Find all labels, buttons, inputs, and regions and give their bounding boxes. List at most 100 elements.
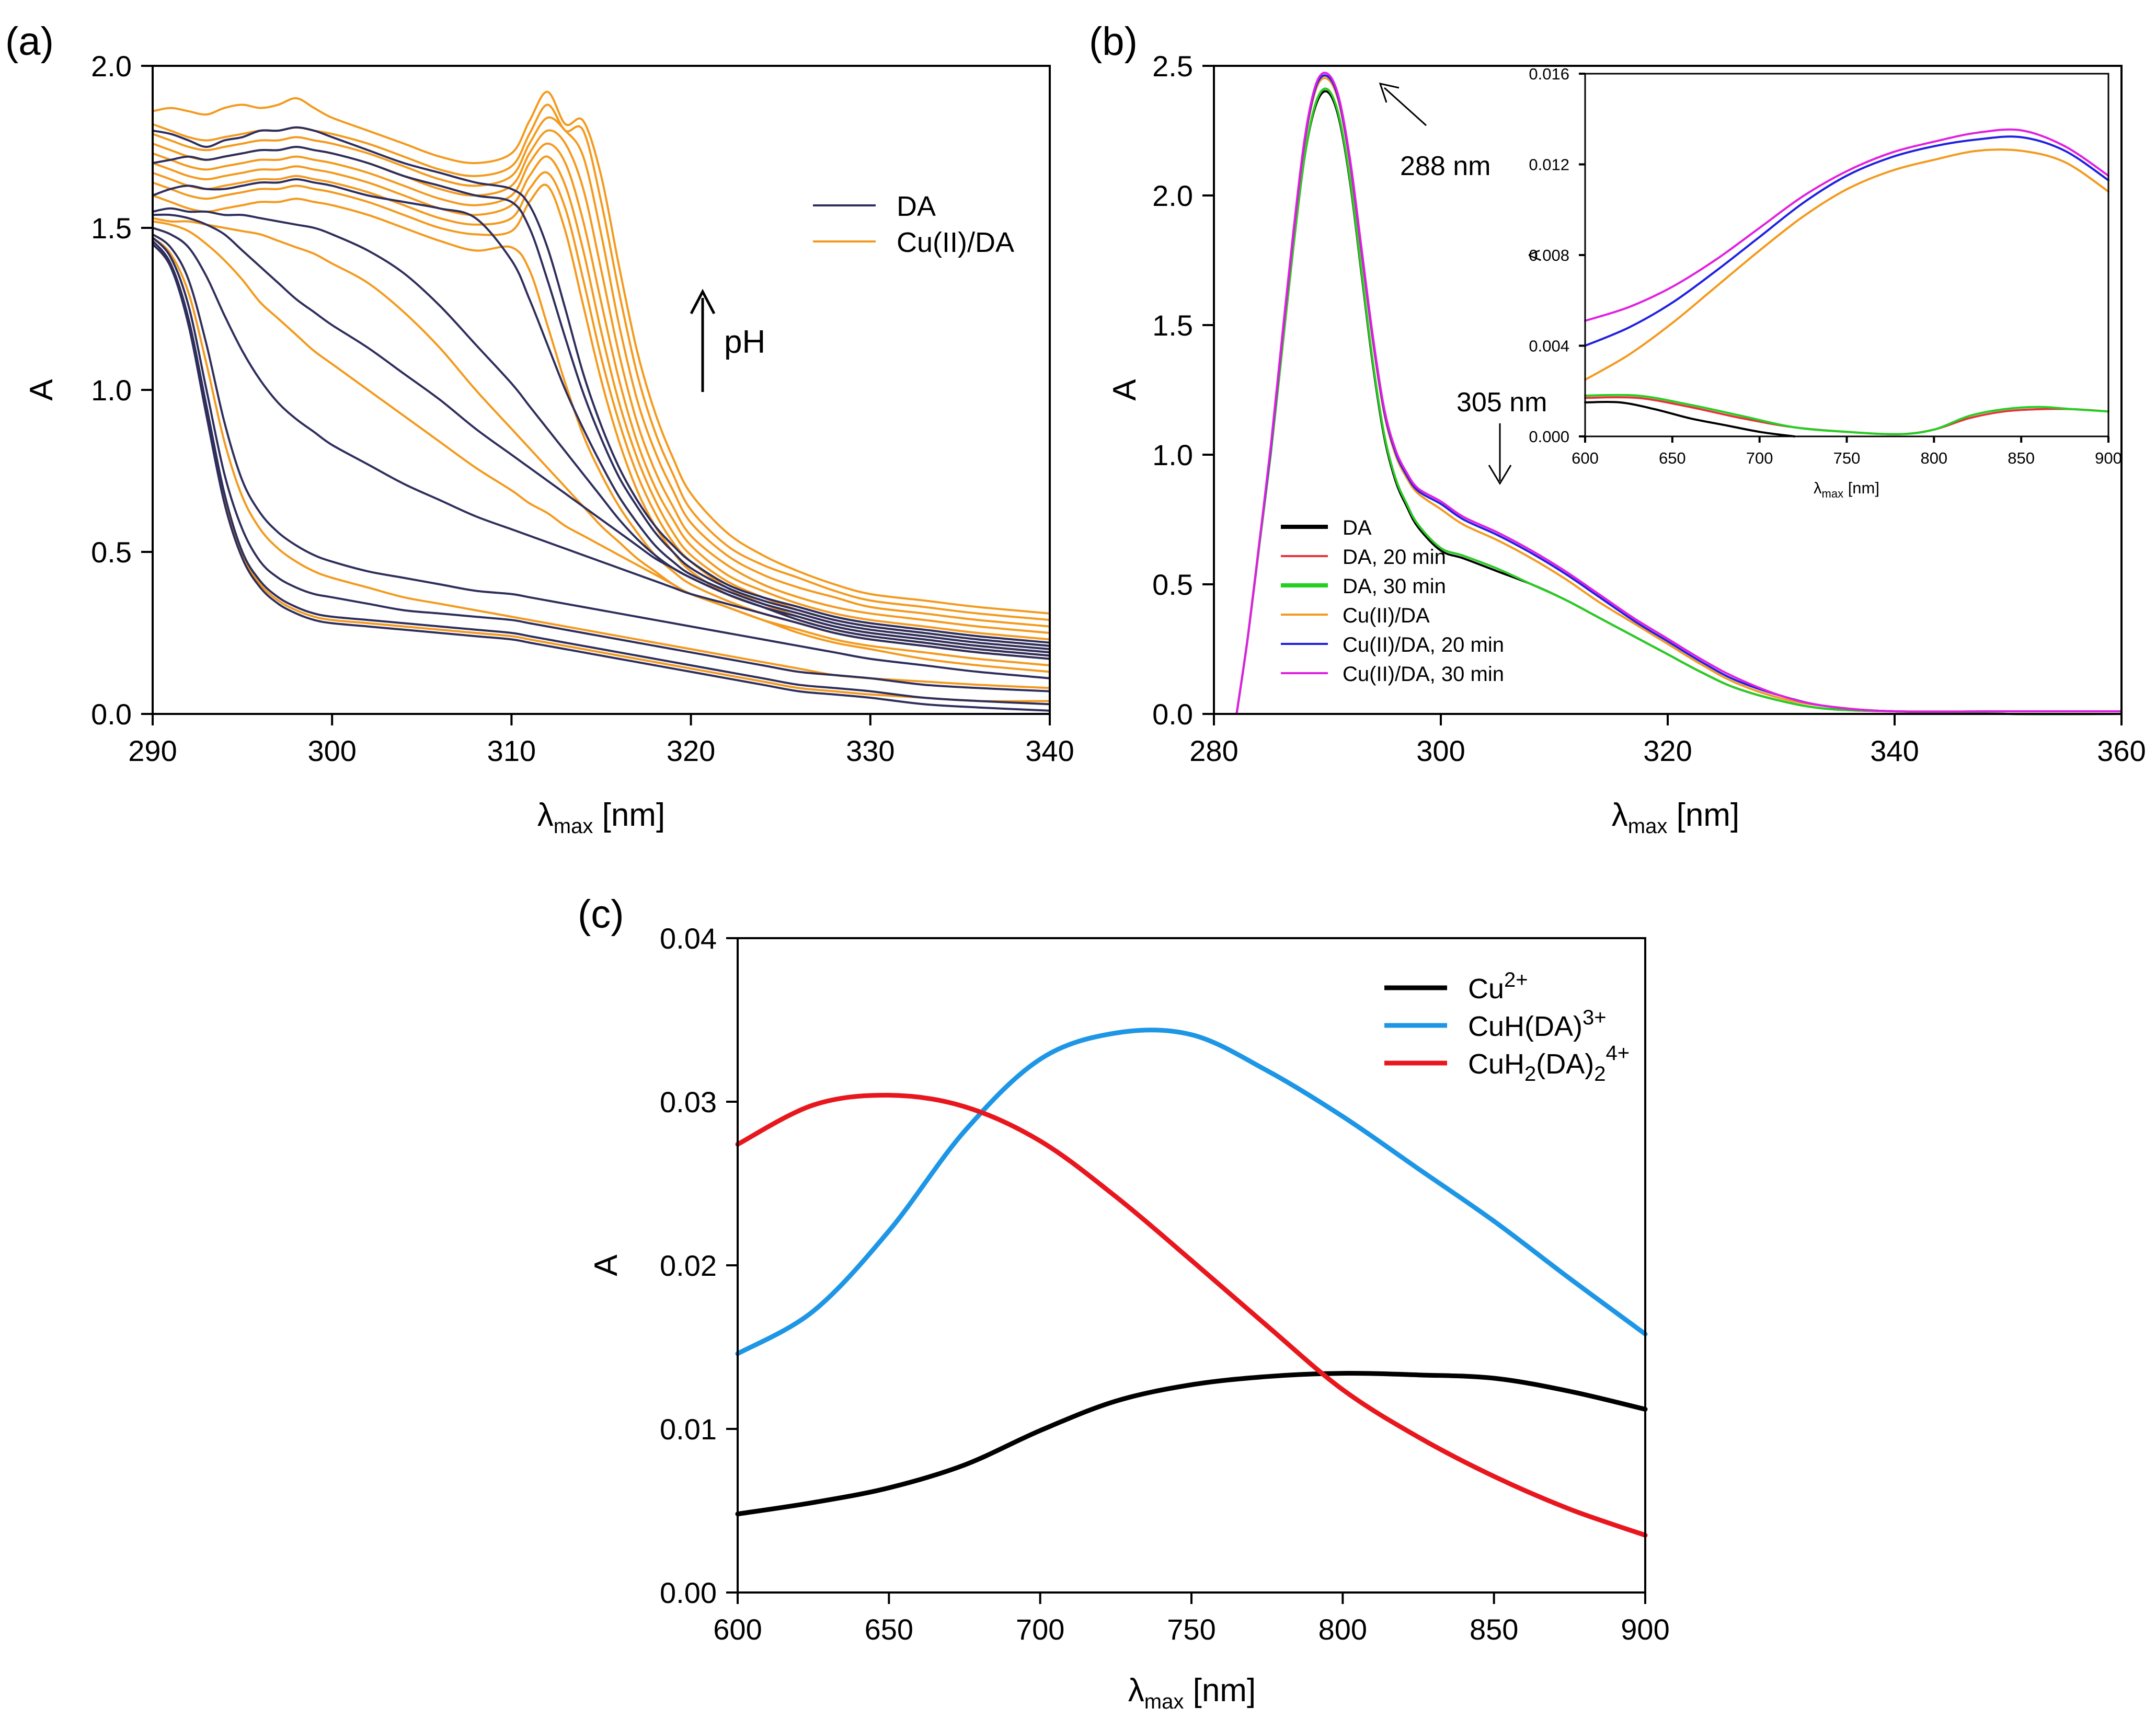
inset-x-tick-label: 650 (1659, 449, 1686, 467)
legend-label-cuhda: CuH(DA)3+ (1468, 1006, 1607, 1042)
inset-x-tick-label: 750 (1833, 449, 1861, 467)
panel-a-y-tick-label: 0.5 (91, 536, 132, 569)
ph-arrow-head-icon (690, 288, 716, 315)
inset-series-group (1584, 128, 2109, 437)
panel-a-series-cu-da (152, 217, 1051, 666)
panel-b-x-tick-label: 280 (1189, 734, 1238, 767)
panel-c-x-tick-label: 850 (1470, 1613, 1518, 1646)
panel-a-legend: DA Cu(II)/DA (813, 191, 1014, 258)
panel-a-x-tick-label: 320 (667, 734, 715, 767)
inset-y-tick-label: 0.004 (1529, 337, 1569, 355)
panel-b: (b) 280 300 320 340 360 0.0 0.5 1.0 1.5 2.0 2.5 A… (1089, 19, 2146, 838)
panel-b-y-tick-label: 2.0 (1152, 179, 1193, 212)
ph-label: pH (724, 324, 765, 360)
panel-b-x-tick-label: 320 (1643, 734, 1692, 767)
inset-y-tick-label: 0.000 (1529, 428, 1569, 446)
inset-series-2 (1584, 394, 2109, 435)
inset-series-3 (1584, 148, 2109, 381)
panel-b-x-tick-label: 360 (2097, 734, 2146, 767)
panel-b-y-tick-label: 0.5 (1152, 568, 1193, 601)
inset-series-4 (1584, 135, 2109, 347)
panel-c-y-ticks: 0.00 0.01 0.02 0.03 0.04 (660, 922, 738, 1609)
panel-a-x-tick-label: 310 (487, 734, 536, 767)
panel-c-y-axis-label: A (588, 1254, 624, 1276)
panel-a-y-axis-label: A (24, 379, 60, 401)
panel-b-legend-label: DA, 30 min (1343, 575, 1446, 598)
panel-a-y-tick-label: 1.0 (91, 374, 132, 407)
panel-b-legend-label: Cu(II)/DA, 30 min (1343, 663, 1504, 686)
panel-c-series-0 (735, 1371, 1648, 1517)
inset-x-tick-label: 600 (1572, 449, 1599, 467)
inset-background (1585, 74, 2108, 436)
shoulder-305-label: 305 nm (1457, 387, 1547, 418)
panel-b-y-tick-label: 0.0 (1152, 698, 1193, 731)
panel-b-label: (b) (1089, 19, 1138, 64)
panel-c-y-tick-label: 0.04 (660, 922, 717, 955)
panel-c-x-ticks: 600 650 700 750 800 850 900 (713, 1592, 1670, 1646)
panel-b-y-ticks: 0.0 0.5 1.0 1.5 2.0 2.5 (1152, 50, 1214, 731)
panel-a-series-da (152, 227, 1051, 660)
panel-c-x-axis-label: λmax [nm] (1128, 1672, 1256, 1713)
panel-a-y-tick-label: 1.5 (91, 212, 132, 245)
panel-a-series-da (152, 213, 1051, 657)
panel-a-series-da (152, 146, 1051, 647)
panel-a-series-da (152, 126, 1051, 644)
inset-y-axis-label: A (1525, 249, 1543, 260)
ph-arrow-annotation: pH (690, 288, 765, 392)
panel-b-series-5 (1235, 72, 2123, 715)
inset-series-5 (1584, 128, 2109, 322)
panel-a-series-da (152, 207, 1051, 654)
panel-a-x-axis-label: λmax [nm] (537, 797, 665, 838)
panel-b-legend-label: Cu(II)/DA, 20 min (1343, 633, 1504, 656)
panel-b-x-ticks: 280 300 320 340 360 (1189, 714, 2146, 767)
panel-a-series-da (152, 233, 1051, 679)
peak-288-annotation: 288 nm (1379, 82, 1490, 181)
panel-c-x-tick-label: 650 (865, 1613, 913, 1646)
panel-a-x-tick-label: 300 (307, 734, 356, 767)
panel-a-series-da (152, 239, 1051, 706)
panel-a-series-group (152, 90, 1051, 712)
panel-c-x-tick-label: 750 (1167, 1613, 1215, 1646)
panel-c-legend: Cu2+ CuH(DA)3+ CuH2(DA)24+ (1384, 968, 1630, 1086)
panel-a-series-da (152, 236, 1051, 693)
inset-x-tick-label: 850 (2008, 449, 2035, 467)
panel-a-series-cu-da (152, 142, 1051, 641)
shoulder-305-arrow-head-icon (1488, 465, 1512, 485)
panel-c-label: (c) (578, 892, 624, 937)
panel-c-x-tick-label: 700 (1016, 1613, 1064, 1646)
panel-c-y-tick-label: 0.03 (660, 1086, 717, 1118)
panel-c-y-tick-label: 0.02 (660, 1249, 717, 1282)
legend-label-da: DA (897, 191, 936, 222)
panel-a-label: (a) (5, 19, 54, 64)
panel-b-y-tick-label: 1.5 (1152, 309, 1193, 342)
panel-c: (c) 600 650 700 750 800 850 900 0.000.010.020.… (578, 892, 1670, 1713)
panel-c-x-tick-label: 900 (1621, 1613, 1669, 1646)
inset-series-0 (1584, 400, 1796, 437)
panel-a-series-cu-da (152, 220, 1051, 673)
panel-b-x-axis-label: λmax [nm] (1612, 797, 1739, 838)
peak-288-arrow-icon (1383, 87, 1427, 126)
inset-y-tick-label: 0.016 (1529, 65, 1569, 83)
peak-288-arrow-head-icon (1379, 82, 1400, 103)
panel-a-x-tick-label: 340 (1025, 734, 1074, 767)
panel-a-y-tick-label: 2.0 (91, 50, 132, 83)
panel-b-x-tick-label: 300 (1416, 734, 1465, 767)
legend-label-cu2: Cu2+ (1468, 968, 1528, 1005)
shoulder-305-annotation: 305 nm (1457, 387, 1547, 485)
inset-x-tick-label: 800 (1920, 449, 1947, 467)
panel-c-y-tick-label: 0.00 (660, 1576, 717, 1609)
panel-a-series-cu-da (152, 236, 1051, 689)
panel-b-inset: 600 650 700 750 800 850 900 0.0000.0040.0080.0… (1525, 65, 2122, 500)
inset-x-axis-label: λmax [nm] (1814, 479, 1879, 500)
panel-b-series-group (1235, 72, 2123, 716)
panel-c-x-tick-label: 600 (713, 1613, 762, 1646)
panel-c-y-tick-label: 0.01 (660, 1413, 717, 1446)
panel-a-x-ticks: 290 300 310 320 330 340 (128, 714, 1074, 767)
inset-x-ticks: 600 650 700 750 800 850 900 (1572, 436, 2122, 467)
legend-label-cuh2da2: CuH2(DA)24+ (1468, 1042, 1630, 1086)
panel-b-y-tick-label: 1.0 (1152, 438, 1193, 471)
panel-c-series-2 (735, 1092, 1648, 1538)
panel-a-y-tick-label: 0.0 (91, 698, 132, 731)
panel-b-x-tick-label: 340 (1870, 734, 1919, 767)
panel-b-legend-label: Cu(II)/DA (1343, 604, 1430, 627)
